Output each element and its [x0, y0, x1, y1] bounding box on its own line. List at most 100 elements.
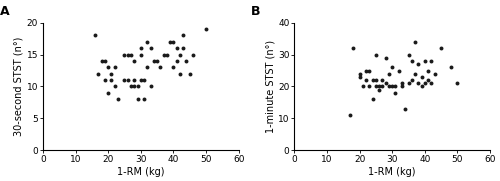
Point	[401, 107, 409, 110]
Point	[414, 82, 422, 85]
Point	[421, 82, 429, 85]
Point	[428, 82, 436, 85]
Point	[398, 82, 406, 85]
Point	[110, 66, 118, 69]
Point	[137, 79, 145, 82]
Point	[447, 66, 455, 69]
Point	[150, 60, 158, 62]
Point	[366, 69, 374, 72]
Point	[189, 53, 197, 56]
Point	[110, 85, 118, 88]
Point	[179, 34, 187, 37]
Point	[404, 53, 412, 56]
Point	[378, 79, 386, 82]
Point	[388, 66, 396, 69]
Point	[424, 69, 432, 72]
Point	[382, 82, 390, 85]
Point	[388, 85, 396, 88]
Point	[120, 53, 128, 56]
Point	[394, 69, 402, 72]
Point	[408, 79, 416, 82]
Point	[408, 60, 416, 62]
Point	[170, 40, 177, 43]
Point	[140, 98, 148, 101]
Point	[362, 69, 370, 72]
Text: B: B	[251, 5, 260, 18]
Point	[392, 91, 400, 94]
Point	[144, 66, 152, 69]
Point	[140, 79, 148, 82]
Point	[137, 53, 145, 56]
Point	[404, 82, 412, 85]
Point	[114, 98, 122, 101]
Point	[108, 79, 116, 82]
Point	[101, 60, 109, 62]
Point	[163, 53, 171, 56]
Point	[146, 85, 154, 88]
Point	[179, 47, 187, 50]
Text: A: A	[0, 5, 10, 18]
Point	[366, 85, 374, 88]
Y-axis label: 1-minute STST (n°): 1-minute STST (n°)	[265, 40, 275, 133]
Point	[124, 79, 132, 82]
Point	[437, 47, 445, 50]
Point	[94, 72, 102, 75]
Point	[372, 53, 380, 56]
Point	[385, 85, 393, 88]
Point	[418, 85, 426, 88]
Point	[378, 85, 386, 88]
Point	[137, 47, 145, 50]
Point	[421, 60, 429, 62]
Point	[356, 72, 364, 75]
Point	[124, 53, 132, 56]
Point	[120, 79, 128, 82]
Point	[104, 66, 112, 69]
Point	[382, 56, 390, 59]
Point	[166, 40, 174, 43]
Point	[127, 53, 135, 56]
Point	[134, 85, 141, 88]
Point	[134, 98, 141, 101]
Point	[375, 85, 383, 88]
Point	[411, 40, 419, 43]
Point	[108, 72, 116, 75]
Point	[368, 98, 376, 101]
Point	[101, 79, 109, 82]
X-axis label: 1-RM (kg): 1-RM (kg)	[117, 167, 164, 177]
Point	[146, 47, 154, 50]
Point	[172, 47, 180, 50]
Point	[372, 79, 380, 82]
Point	[430, 72, 438, 75]
Point	[170, 66, 177, 69]
Point	[356, 75, 364, 78]
Point	[127, 85, 135, 88]
Point	[392, 85, 400, 88]
Point	[368, 79, 376, 82]
Point	[130, 60, 138, 62]
Point	[346, 114, 354, 117]
Point	[362, 79, 370, 82]
Point	[176, 72, 184, 75]
Point	[372, 85, 380, 88]
Point	[104, 91, 112, 94]
Point	[349, 47, 357, 50]
Point	[153, 60, 161, 62]
Point	[172, 60, 180, 62]
Point	[176, 53, 184, 56]
Point	[186, 72, 194, 75]
Point	[428, 60, 436, 62]
Point	[130, 79, 138, 82]
Point	[414, 63, 422, 66]
Point	[385, 72, 393, 75]
Point	[144, 40, 152, 43]
Point	[418, 75, 426, 78]
Point	[424, 79, 432, 82]
Y-axis label: 30-second STST (n°): 30-second STST (n°)	[14, 37, 24, 136]
Point	[202, 28, 210, 31]
Point	[454, 82, 462, 85]
Point	[91, 34, 99, 37]
Point	[398, 85, 406, 88]
X-axis label: 1-RM (kg): 1-RM (kg)	[368, 167, 416, 177]
Point	[375, 88, 383, 91]
Point	[98, 60, 106, 62]
